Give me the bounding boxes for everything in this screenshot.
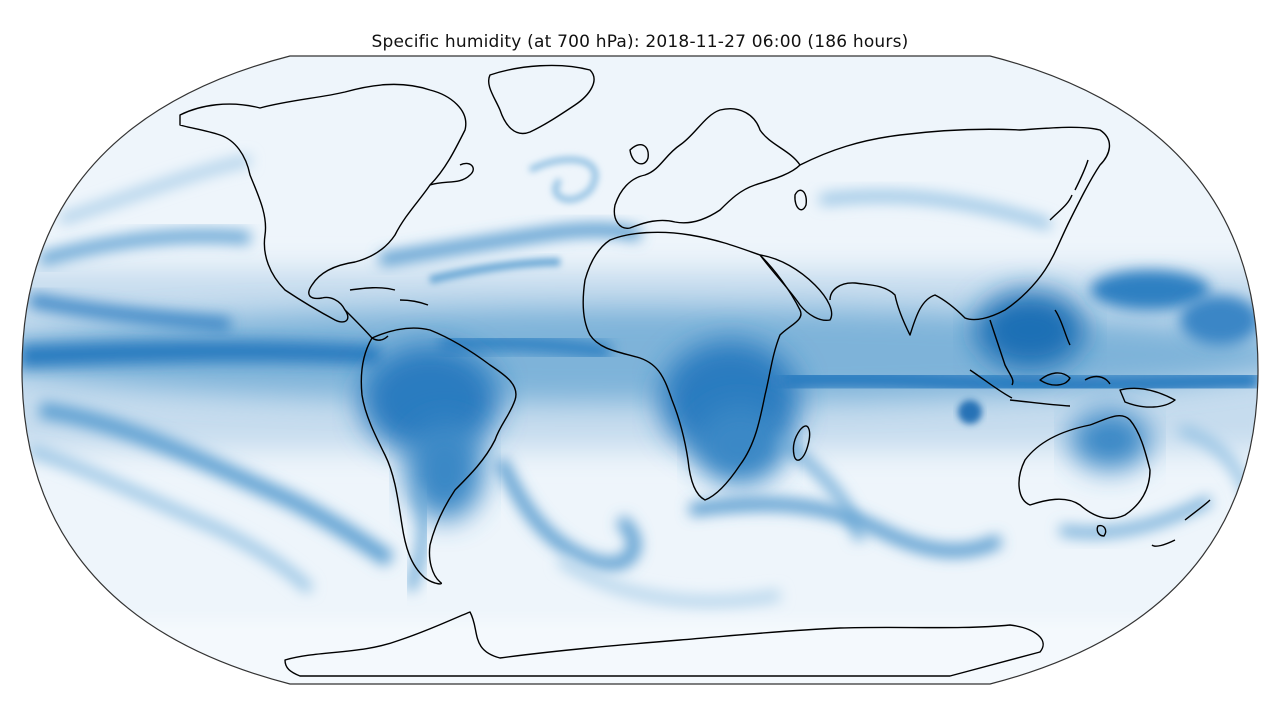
coastline-australia: [1018, 415, 1151, 520]
coastline-antarctica: [284, 611, 1044, 677]
coastline-greenland: [488, 64, 595, 135]
coastline-asia: [799, 126, 1111, 336]
coastline-north-america: [179, 83, 467, 323]
coastline-south-america: [360, 327, 517, 585]
map-frame: [21, 55, 1259, 685]
coastlines: [179, 64, 1211, 677]
coastline-madagascar: [792, 425, 811, 461]
map-title: Specific humidity (at 700 hPa): 2018-11-…: [371, 32, 909, 52]
